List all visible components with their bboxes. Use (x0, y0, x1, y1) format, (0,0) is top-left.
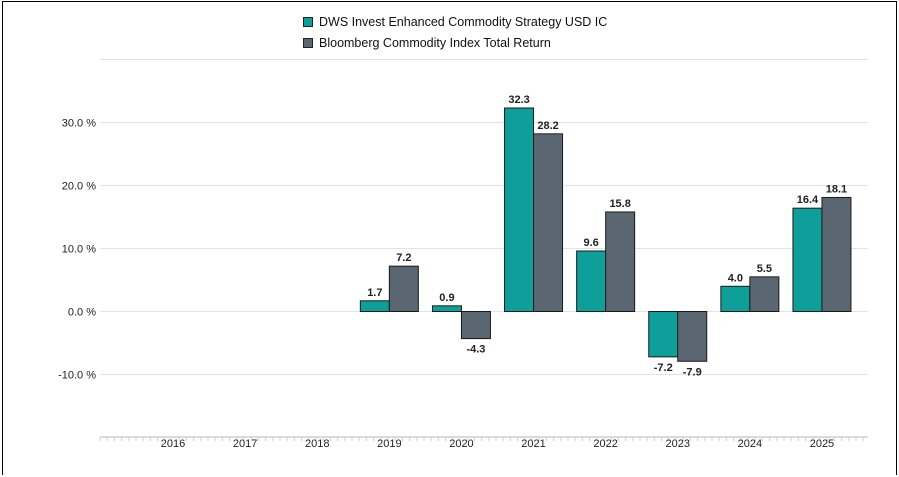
bar-benchmark (677, 311, 708, 362)
legend-swatch-fund (303, 16, 313, 27)
bar-benchmark (605, 211, 636, 313)
legend-swatch-benchmark (303, 37, 313, 48)
x-tick-label: 2022 (593, 438, 617, 450)
x-tick-label: 2023 (666, 438, 690, 450)
bar-fund (648, 311, 679, 358)
y-tick-label: 0.0 % (68, 307, 96, 319)
data-label: 4.0 (728, 272, 743, 284)
bar-fund (720, 285, 751, 312)
bar-fund (792, 207, 823, 312)
data-label: 9.6 (584, 237, 599, 249)
bar-fund (504, 107, 535, 313)
legend-item-fund: DWS Invest Enhanced Commodity Strategy U… (303, 11, 607, 32)
data-label: 32.3 (508, 94, 529, 106)
x-tick-label: 2017 (233, 438, 257, 450)
bar-benchmark (460, 311, 491, 340)
legend-label-fund: DWS Invest Enhanced Commodity Strategy U… (319, 14, 608, 29)
x-tick-label: 2025 (810, 438, 834, 450)
data-label: 15.8 (609, 198, 630, 210)
y-tick-label: -10.0 % (58, 370, 96, 382)
legend-item-benchmark: Bloomberg Commodity Index Total Return (303, 32, 607, 53)
data-label: -7.9 (683, 366, 702, 378)
bar-fund (431, 305, 462, 312)
data-label: -7.2 (654, 362, 673, 374)
bar-fund (359, 300, 390, 313)
bar-benchmark (388, 265, 419, 313)
x-tick-label: 2024 (738, 438, 762, 450)
data-label: 16.4 (797, 194, 819, 206)
x-tick-label: 2019 (377, 438, 401, 450)
data-label: 7.2 (396, 252, 411, 264)
bar-fund (576, 250, 607, 313)
y-tick-label: 20.0 % (62, 181, 96, 193)
data-label: 28.2 (537, 120, 558, 132)
bar-benchmark (821, 196, 852, 312)
y-tick-label: 10.0 % (62, 244, 96, 256)
data-label: 5.5 (757, 263, 772, 275)
x-tick-label: 2016 (161, 438, 185, 450)
data-label: 18.1 (826, 183, 847, 195)
x-tick-label: 2020 (449, 438, 473, 450)
data-label: 1.7 (367, 287, 382, 299)
x-tick-label: 2021 (521, 438, 545, 450)
data-label: -4.3 (466, 344, 485, 356)
legend-label-benchmark: Bloomberg Commodity Index Total Return (319, 35, 551, 50)
x-tick-label: 2018 (305, 438, 329, 450)
bar-benchmark (749, 276, 780, 313)
data-label: 0.9 (439, 292, 454, 304)
chart-legend: DWS Invest Enhanced Commodity Strategy U… (303, 11, 607, 53)
bar-benchmark (533, 133, 564, 312)
y-tick-label: 30.0 % (62, 118, 96, 130)
